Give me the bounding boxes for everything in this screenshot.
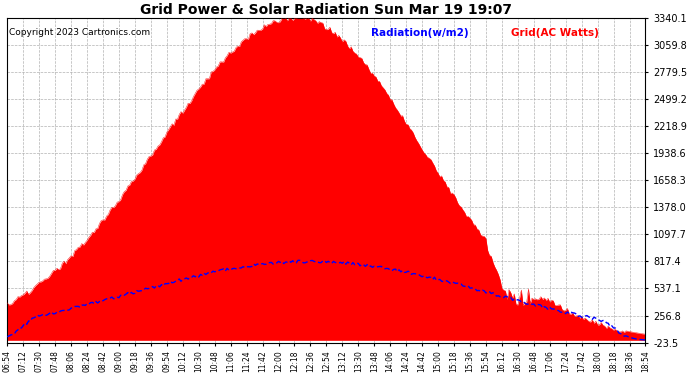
Text: Radiation(w/m2): Radiation(w/m2) xyxy=(371,28,469,38)
Text: Grid(AC Watts): Grid(AC Watts) xyxy=(511,28,600,38)
Text: Copyright 2023 Cartronics.com: Copyright 2023 Cartronics.com xyxy=(8,28,150,37)
Title: Grid Power & Solar Radiation Sun Mar 19 19:07: Grid Power & Solar Radiation Sun Mar 19 … xyxy=(140,3,513,17)
